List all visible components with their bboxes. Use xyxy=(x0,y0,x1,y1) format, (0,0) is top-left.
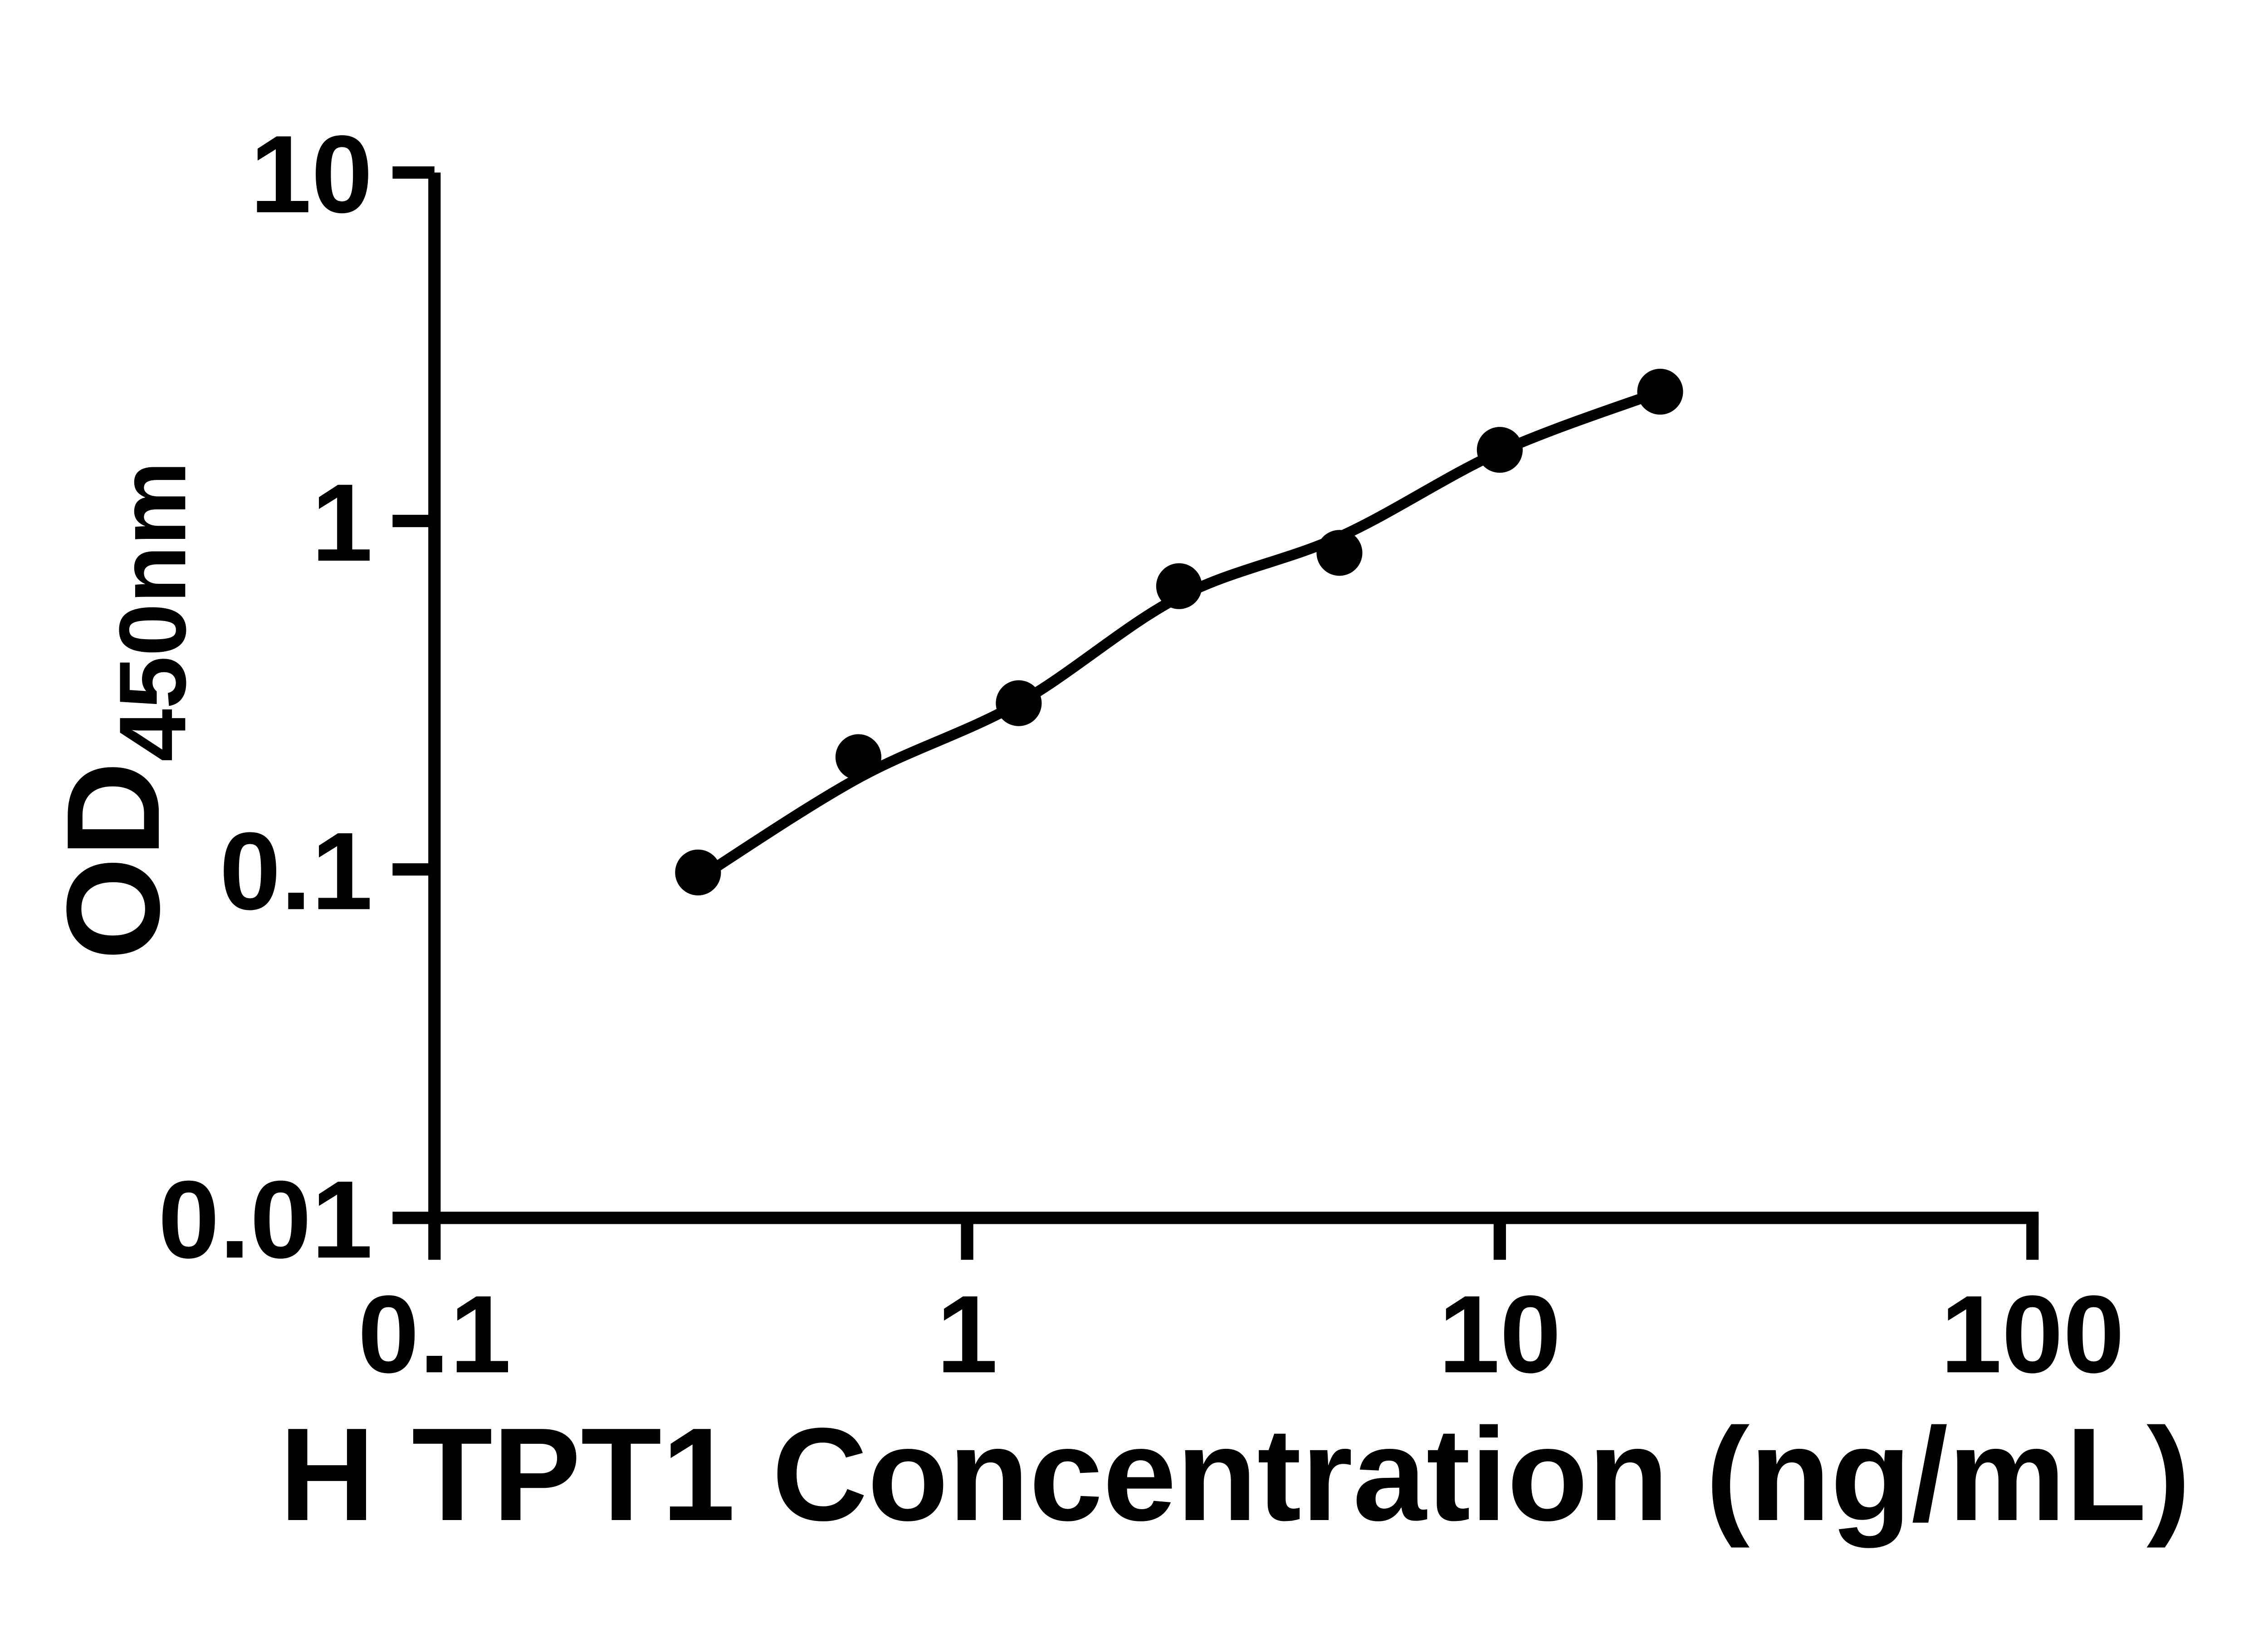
data-point xyxy=(675,849,721,895)
x-tick-label: 0.1 xyxy=(358,1272,511,1396)
data-point xyxy=(835,734,882,780)
y-tick-label: 1 xyxy=(311,461,372,584)
data-point xyxy=(1637,368,1683,415)
x-tick-label: 1 xyxy=(937,1272,998,1396)
y-tick-label: 0.01 xyxy=(158,1158,373,1281)
data-points-layer xyxy=(675,368,1683,895)
data-point xyxy=(1316,530,1363,576)
y-axis-title-main: OD xyxy=(39,762,187,960)
data-point xyxy=(1156,563,1202,609)
y-axis-title-subscript: 450nm xyxy=(100,461,205,762)
x-axis-title: H TPT1 Concentration (ng/mL) xyxy=(279,1400,2190,1549)
data-point xyxy=(1476,427,1523,473)
x-tick-label: 10 xyxy=(1438,1272,1561,1396)
y-tick-label: 10 xyxy=(250,112,372,236)
y-tick-label: 0.1 xyxy=(220,809,373,933)
x-tick-label: 100 xyxy=(1941,1272,2125,1396)
axes-layer xyxy=(392,166,2039,1260)
data-point xyxy=(996,680,1042,726)
y-axis-title: OD450nm xyxy=(39,461,205,960)
